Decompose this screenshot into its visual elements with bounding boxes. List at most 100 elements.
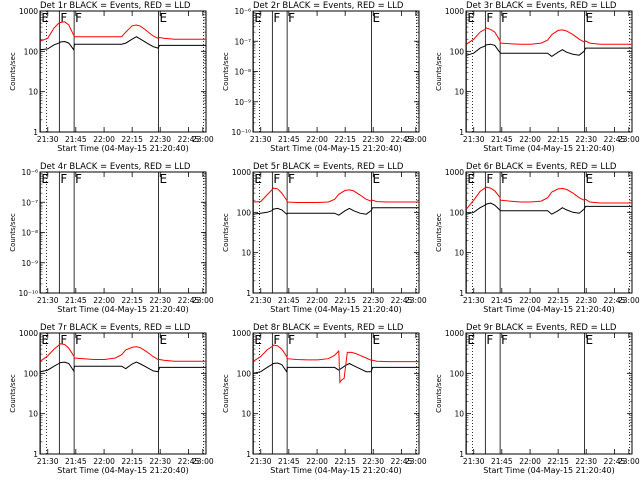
marker-label: E	[160, 172, 168, 186]
x-tick-label: 23:00	[192, 457, 214, 466]
x-tick-label: 22:00	[306, 457, 328, 466]
marker-label: E	[160, 333, 168, 347]
y-tick-label: 10⁻⁹	[234, 98, 251, 107]
x-tick-label: 22:45	[604, 296, 626, 305]
series-line-events	[466, 43, 632, 58]
x-tick-label: 21:45	[65, 135, 87, 144]
x-tick-label: 22:45	[391, 457, 413, 466]
x-tick-label: 23:00	[618, 457, 640, 466]
series-line-events	[253, 207, 419, 216]
y-axis-label: Counts/sec	[222, 52, 230, 91]
marker-label: F	[75, 11, 82, 25]
y-tick-label: 10	[241, 410, 251, 419]
y-tick-label: 10⁻⁸	[234, 68, 251, 77]
marker-label: E	[586, 11, 594, 25]
plot-frame	[39, 332, 207, 455]
marker-label: F	[288, 172, 295, 186]
y-axis-label: Counts/sec	[9, 52, 17, 91]
x-tick-label: 22:00	[306, 296, 328, 305]
x-tick-label: 21:45	[65, 296, 87, 305]
x-tick-label: 22:15	[334, 135, 356, 144]
x-tick-label: 23:00	[405, 135, 427, 144]
x-tick-label: 22:15	[121, 135, 143, 144]
x-tick-label: 21:30	[250, 135, 272, 144]
y-axis-label: Counts/sec	[222, 213, 230, 252]
y-tick-label: 1	[459, 450, 464, 459]
x-tick-label: 23:00	[192, 135, 214, 144]
x-tick-label: 22:00	[93, 296, 115, 305]
series-line-events	[253, 362, 419, 374]
marker-label: F	[273, 172, 280, 186]
y-axis-label: Counts/sec	[222, 374, 230, 413]
x-axis-label: Start Time (04-May-15 21:20:40)	[57, 144, 188, 153]
y-axis-label: Counts/sec	[435, 213, 443, 252]
marker-label: E	[254, 172, 262, 186]
series-line-events	[466, 202, 632, 215]
marker-label: F	[273, 333, 280, 347]
series-line-lld	[253, 344, 419, 384]
x-tick-label: 21:30	[37, 457, 59, 466]
y-tick-label: 10	[241, 249, 251, 258]
plot-frame	[39, 10, 207, 133]
y-tick-label: 10⁻¹⁰	[18, 289, 38, 298]
y-tick-label: 1000	[445, 7, 464, 16]
y-tick-label: 10⁻⁹	[21, 259, 38, 268]
x-axis-label: Start Time (04-May-15 21:20:40)	[270, 305, 401, 314]
plot-frame	[252, 332, 420, 455]
y-tick-label: 10⁻⁷	[234, 37, 251, 46]
panel-title: Det 8r BLACK = Events, RED = LLD	[253, 323, 404, 333]
x-tick-label: 21:45	[278, 296, 300, 305]
marker-label: F	[60, 172, 67, 186]
marker-label: F	[288, 333, 295, 347]
marker-label: F	[75, 172, 82, 186]
y-tick-label: 100	[450, 369, 465, 378]
x-tick-label: 22:15	[547, 135, 569, 144]
x-tick-label: 21:45	[491, 457, 513, 466]
marker-label: F	[486, 333, 493, 347]
y-tick-label: 1000	[445, 168, 464, 177]
series-line-lld	[466, 186, 632, 210]
marker-label: E	[373, 333, 381, 347]
x-axis-label: Start Time (04-May-15 21:20:40)	[57, 466, 188, 475]
x-tick-label: 22:00	[519, 457, 541, 466]
marker-label: F	[501, 172, 508, 186]
y-tick-label: 1	[246, 289, 251, 298]
x-tick-label: 22:30	[575, 135, 597, 144]
x-tick-label: 21:30	[250, 296, 272, 305]
panel-title: Det 2r BLACK = Events, RED = LLD	[253, 1, 404, 11]
x-tick-label: 22:15	[334, 296, 356, 305]
panel-title: Det 1r BLACK = Events, RED = LLD	[40, 1, 191, 11]
x-tick-label: 23:00	[405, 457, 427, 466]
x-tick-label: 22:45	[178, 296, 200, 305]
y-tick-label: 10	[454, 88, 464, 97]
y-tick-label: 100	[24, 369, 39, 378]
y-tick-label: 10⁻⁸	[21, 229, 38, 238]
marker-label: E	[373, 172, 381, 186]
x-tick-label: 21:45	[491, 296, 513, 305]
x-tick-label: 22:15	[121, 457, 143, 466]
x-tick-label: 21:30	[37, 296, 59, 305]
y-tick-label: 10	[454, 410, 464, 419]
y-tick-label: 10⁻⁶	[234, 7, 251, 16]
x-tick-label: 22:00	[93, 457, 115, 466]
y-tick-label: 100	[450, 47, 465, 56]
x-tick-label: 22:30	[575, 296, 597, 305]
marker-label: F	[288, 11, 295, 25]
y-tick-label: 10⁻⁶	[21, 168, 38, 177]
marker-label: E	[373, 11, 381, 25]
x-tick-label: 22:15	[121, 296, 143, 305]
x-tick-label: 22:45	[178, 135, 200, 144]
x-tick-label: 21:30	[250, 457, 272, 466]
x-tick-label: 22:30	[149, 296, 171, 305]
series-line-lld	[253, 187, 419, 203]
x-tick-label: 22:30	[149, 135, 171, 144]
